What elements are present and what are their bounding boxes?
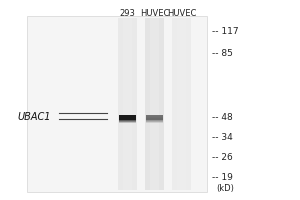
Bar bbox=[146, 121, 164, 123]
Bar bbox=[146, 115, 164, 120]
Bar bbox=[123, 18, 132, 190]
Bar bbox=[146, 116, 164, 119]
Bar bbox=[145, 18, 164, 190]
Text: UBAC1: UBAC1 bbox=[18, 112, 51, 122]
Text: HUVEC: HUVEC bbox=[140, 9, 169, 18]
Text: -- 26: -- 26 bbox=[212, 152, 232, 162]
Text: HUVEC: HUVEC bbox=[167, 9, 196, 18]
Text: -- 48: -- 48 bbox=[212, 112, 232, 121]
Bar bbox=[119, 116, 136, 119]
Bar bbox=[150, 18, 159, 190]
Text: -- 117: -- 117 bbox=[212, 26, 238, 36]
Text: -- 34: -- 34 bbox=[212, 132, 232, 142]
Bar bbox=[146, 119, 164, 122]
Text: 293: 293 bbox=[120, 9, 135, 18]
Bar bbox=[119, 121, 136, 123]
Text: -- 85: -- 85 bbox=[212, 48, 233, 58]
Bar bbox=[119, 117, 136, 120]
Bar bbox=[119, 115, 136, 120]
Bar bbox=[118, 18, 137, 190]
Bar bbox=[177, 18, 186, 190]
Bar bbox=[27, 16, 207, 192]
Text: -- 19: -- 19 bbox=[212, 172, 233, 182]
Bar bbox=[146, 117, 164, 120]
Bar bbox=[119, 118, 136, 121]
Bar bbox=[172, 18, 191, 190]
Bar bbox=[119, 119, 136, 122]
Text: (kD): (kD) bbox=[216, 184, 234, 193]
Bar bbox=[146, 118, 164, 121]
